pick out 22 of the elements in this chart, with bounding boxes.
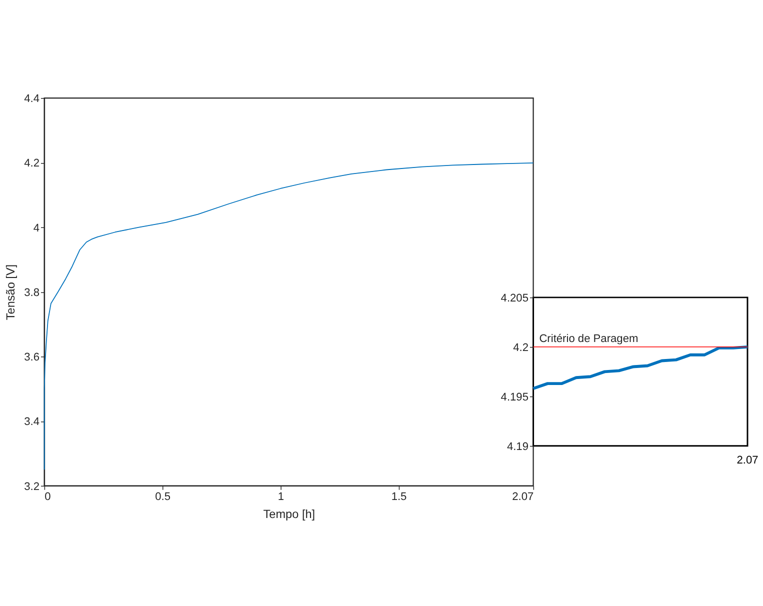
y-tick-label: 4.4: [24, 93, 40, 106]
x-tick-label: 1.5: [391, 491, 407, 504]
y-tick-label: 4.2: [24, 158, 40, 170]
y-tick-label: 3.8: [24, 286, 40, 299]
y-axis-title: Tensão [V]: [4, 264, 18, 320]
line-series: [44, 162, 534, 470]
y-tick-label: 4.195: [500, 391, 528, 404]
y-tick-label: 3.4: [24, 416, 40, 428]
x-axis-title: Tempo [h]: [263, 506, 316, 521]
ref-line-label: Critério de Paragem: [539, 332, 638, 345]
y-tick-label: 3.2: [24, 480, 40, 493]
y-tick-label: 3.6: [24, 352, 40, 364]
x-tick-label: 1: [278, 491, 284, 504]
x-tick-label: 2.07: [512, 491, 534, 504]
line-series: [532, 345, 749, 390]
y-tick-label: 4.205: [500, 292, 528, 304]
x-tick-label: 0: [44, 491, 51, 504]
x-tick-label: 0.5: [155, 491, 170, 504]
y-tick-label: 4: [33, 222, 40, 234]
text: 2.07: [736, 454, 758, 467]
y-tick-label: 4.19: [506, 440, 528, 453]
y-tick-label: 4.2: [513, 342, 528, 354]
